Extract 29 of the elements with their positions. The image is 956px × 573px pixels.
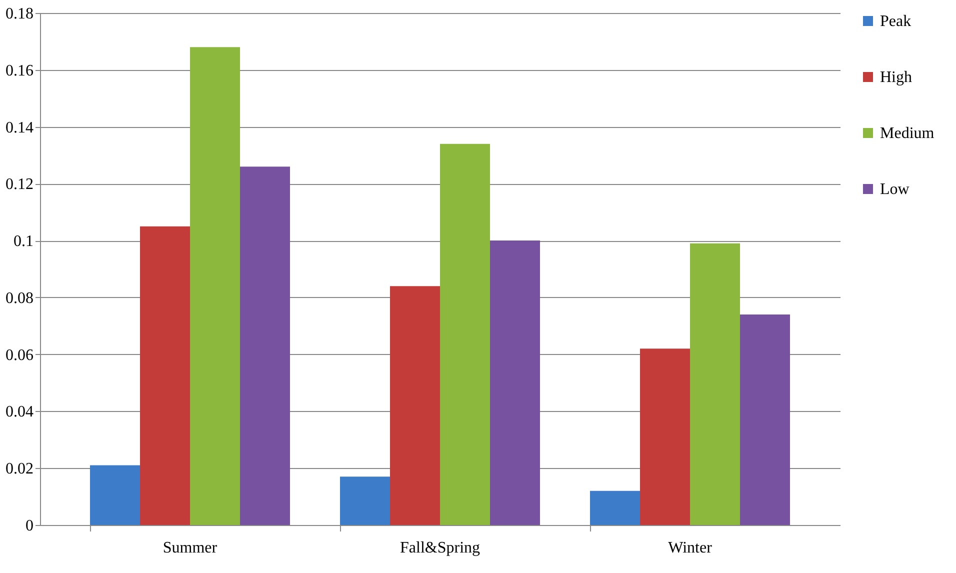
bar [740, 314, 790, 525]
bar [640, 348, 690, 525]
y-tick-label: 0.08 [6, 290, 34, 307]
bar [340, 476, 390, 525]
bar [490, 240, 540, 525]
y-tick-label: 0.16 [6, 62, 34, 80]
y-tick-label: 0.06 [6, 346, 34, 364]
bar [240, 166, 290, 525]
y-tick-label: 0.04 [6, 404, 34, 421]
y-tick-label: 0.12 [6, 176, 34, 194]
y-tick-label: 0.18 [6, 6, 34, 22]
legend-label: Medium [880, 125, 935, 142]
y-tick-label: 0.14 [6, 119, 34, 136]
x-tick-label: Winter [668, 540, 713, 556]
y-tick-label: 0.02 [6, 460, 34, 478]
bar [190, 47, 240, 525]
bar [140, 226, 190, 525]
legend-label: Peak [880, 13, 912, 30]
x-tick-label: Summer [162, 540, 218, 556]
bar [590, 490, 640, 525]
legend-label: High [880, 69, 912, 86]
legend-label: Low [880, 181, 910, 198]
bar [90, 465, 140, 525]
bar [390, 286, 440, 525]
bar [690, 243, 740, 525]
y-tick-label: 0.1 [14, 233, 34, 250]
x-tick-label: Fall&Spring [400, 540, 480, 556]
bar [440, 144, 490, 525]
y-tick-label: 0 [26, 518, 34, 534]
